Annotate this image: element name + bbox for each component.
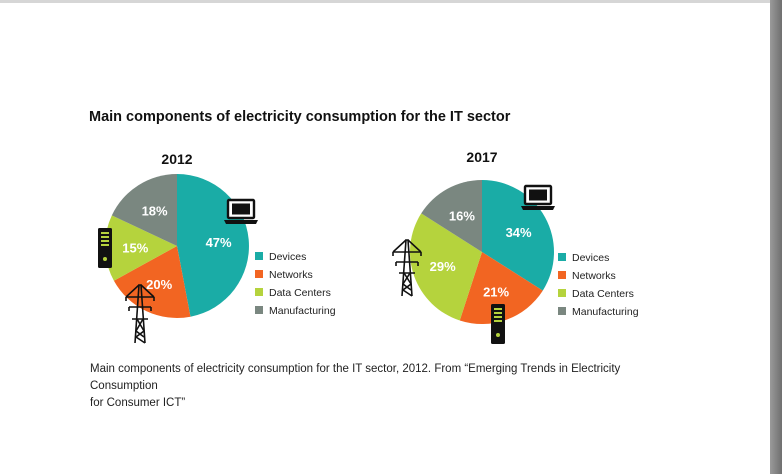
data-label-devices: 34% — [506, 225, 532, 240]
legend-label-manufacturing: Manufacturing — [572, 306, 639, 318]
legend-label-data-centers: Data Centers — [269, 287, 331, 299]
pie-labels-2017: 34% 21% 29% 16% — [430, 208, 532, 299]
pie-chart-2012: 2012 47% 20% 15% 18% Devices Networks Data Ce… — [98, 151, 336, 344]
legend-label-manufacturing: Manufacturing — [269, 305, 336, 317]
legend-label-networks: Networks — [269, 269, 313, 281]
server-icon — [491, 304, 505, 344]
laptop-icon — [521, 184, 555, 210]
legend-swatch-manufacturing — [558, 307, 566, 315]
frame-top-edge — [0, 0, 770, 3]
legend-2017: Devices Networks Data Centers Manufacturing — [558, 252, 639, 318]
laptop-icon — [224, 198, 258, 224]
pie-labels-2012: 47% 20% 15% 18% — [122, 204, 232, 292]
figure-caption: Main components of electricity consumpti… — [90, 361, 650, 412]
legend-label-devices: Devices — [269, 251, 306, 263]
pie-slice-data-centers — [104, 215, 177, 281]
power-tower-icon — [125, 284, 155, 344]
caption-line-1: Main components of electricity consumpti… — [90, 363, 621, 392]
data-label-networks: 21% — [483, 284, 509, 299]
legend-swatch-manufacturing — [255, 306, 263, 314]
data-label-manufacturing: 18% — [142, 204, 168, 219]
legend-swatch-data-centers — [558, 289, 566, 297]
pie-slice-networks — [459, 252, 543, 325]
legend-swatch-data-centers — [255, 288, 263, 296]
legend-2012: Devices Networks Data Centers Manufacturing — [255, 251, 336, 317]
chart-title-2017: 2017 — [466, 149, 497, 165]
pie-slice-data-centers — [409, 213, 482, 321]
pie-slice-manufacturing — [421, 180, 482, 252]
legend-swatch-networks — [558, 271, 566, 279]
caption-line-2: for Consumer ICT” — [90, 397, 186, 409]
pie-slice-networks — [113, 246, 191, 318]
figure-title: Main components of electricity consumpti… — [89, 109, 511, 125]
data-label-data-centers: 15% — [122, 240, 148, 255]
server-icon — [98, 228, 112, 268]
frame-right-edge — [770, 0, 782, 474]
legend-swatch-devices — [558, 253, 566, 261]
data-label-devices: 47% — [206, 235, 232, 250]
legend-label-devices: Devices — [572, 252, 609, 264]
data-label-networks: 20% — [146, 277, 172, 292]
pie-chart-2017: 2017 34% 21% 29% 16% Devices Networks Data Ce… — [392, 149, 639, 344]
legend-swatch-devices — [255, 252, 263, 260]
power-tower-icon — [392, 239, 422, 297]
legend-swatch-networks — [255, 270, 263, 278]
data-label-manufacturing: 16% — [449, 208, 475, 223]
legend-label-networks: Networks — [572, 270, 616, 282]
pie-slice-manufacturing — [111, 174, 177, 246]
data-label-data-centers: 29% — [430, 259, 456, 274]
legend-label-data-centers: Data Centers — [572, 288, 634, 300]
chart-title-2012: 2012 — [161, 151, 192, 167]
